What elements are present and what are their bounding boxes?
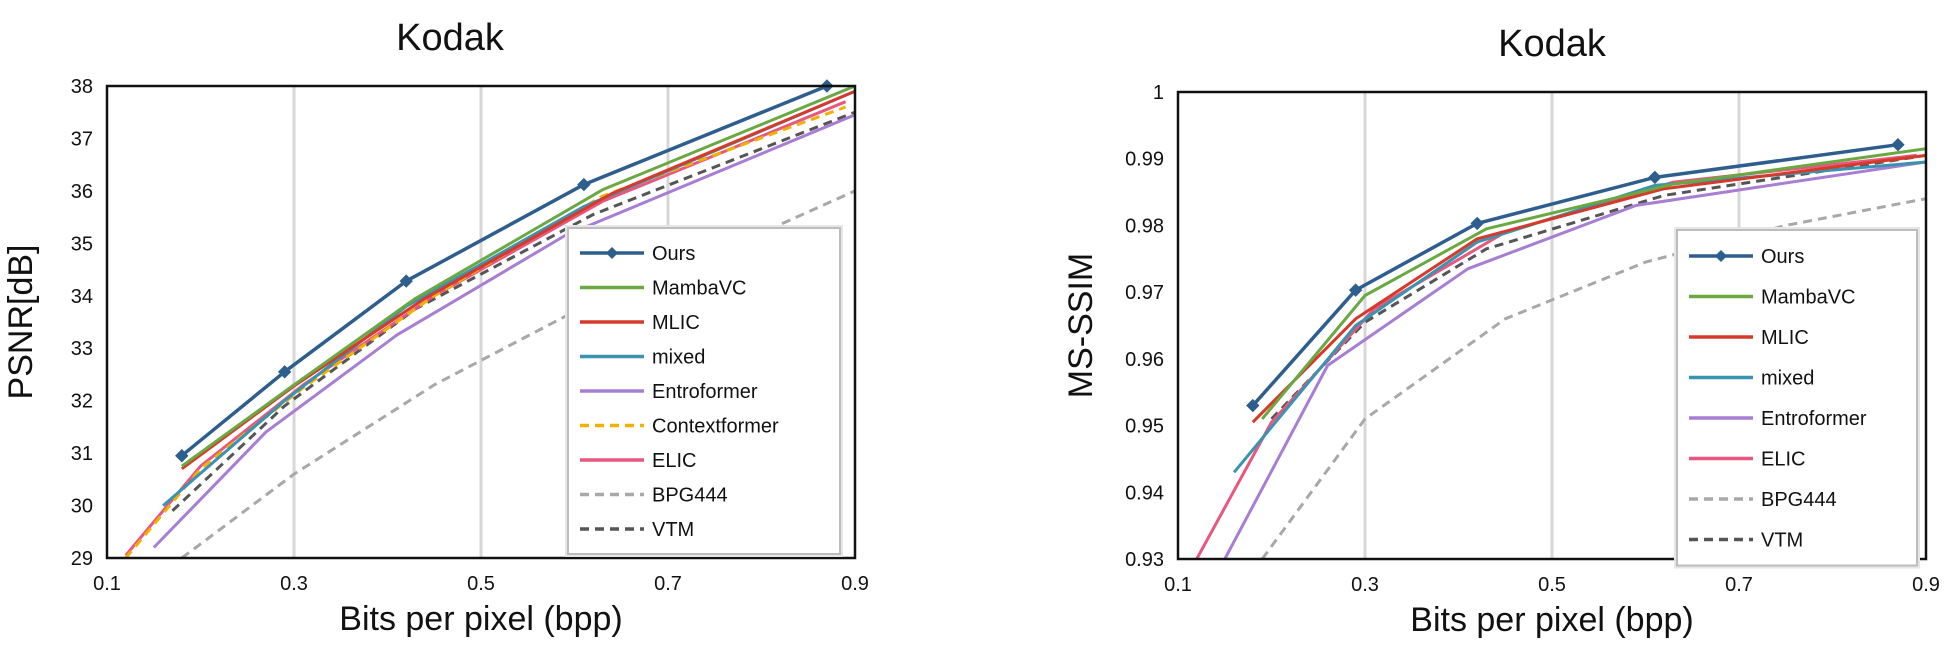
y-tick-label: 30 bbox=[71, 496, 93, 518]
y-tick-label: 0.99 bbox=[1125, 149, 1164, 171]
data-point-ours bbox=[1470, 216, 1484, 231]
y-tick-label: 0.94 bbox=[1125, 482, 1164, 504]
x-tick-label: 0.3 bbox=[280, 573, 308, 595]
y-tick-label: 37 bbox=[71, 128, 93, 150]
y-tick-label: 36 bbox=[71, 181, 93, 203]
legend-label: BPG444 bbox=[1761, 489, 1837, 511]
y-tick-label: 34 bbox=[71, 286, 93, 308]
data-point-ours bbox=[399, 274, 413, 288]
x-tick-label: 0.9 bbox=[841, 573, 869, 595]
series-line-mambavc bbox=[1261, 147, 1926, 420]
series-line-vtm bbox=[1270, 153, 1926, 420]
data-point-ours bbox=[1891, 137, 1905, 152]
y-axis-label: MS-SSIM bbox=[1062, 253, 1100, 398]
legend-label: Entroformer bbox=[652, 381, 758, 403]
series-line-bpg444 bbox=[1260, 197, 1926, 559]
series-group bbox=[1195, 142, 1926, 559]
legend-label: MambaVC bbox=[652, 278, 746, 300]
y-axis-label: PSNR[dB] bbox=[2, 245, 40, 400]
y-tick-label: 33 bbox=[71, 338, 93, 360]
legend: Ours MambaVC MLIC mixed Entroformer Contextfo… bbox=[565, 225, 843, 557]
legend-label: VTM bbox=[652, 519, 694, 541]
legend-label: BPG444 bbox=[652, 485, 728, 507]
legend-label: MLIC bbox=[652, 312, 700, 334]
y-tick-label: 1 bbox=[1153, 82, 1164, 104]
y-tick-label: 0.93 bbox=[1125, 549, 1164, 571]
series-line-mambavc bbox=[180, 86, 855, 468]
legend-label: MLIC bbox=[1761, 327, 1809, 349]
y-tick-label: 29 bbox=[71, 548, 93, 570]
legend-marker bbox=[606, 247, 618, 259]
series-line-elic bbox=[124, 100, 847, 557]
x-tick-label: 0.9 bbox=[1912, 574, 1940, 596]
x-tick-label: 0.7 bbox=[1725, 574, 1753, 596]
plot-frame bbox=[1176, 90, 1928, 561]
legend-marker bbox=[1715, 250, 1727, 262]
y-tick-label: 38 bbox=[71, 76, 93, 98]
chart-title: Kodak bbox=[396, 17, 505, 59]
y-tick-label: 31 bbox=[71, 443, 93, 465]
series-group bbox=[124, 86, 855, 558]
legend-label: ELIC bbox=[1761, 449, 1805, 471]
x-tick-label: 0.3 bbox=[1351, 574, 1379, 596]
series-line-entroformer bbox=[152, 113, 855, 549]
legend-label: MambaVC bbox=[1761, 287, 1855, 309]
data-point-ours bbox=[577, 177, 591, 192]
x-tick-label: 0.1 bbox=[1164, 574, 1192, 596]
x-tick-label: 0.5 bbox=[1538, 574, 1566, 596]
data-point-ours bbox=[1648, 170, 1662, 185]
y-tick-label: 0.97 bbox=[1125, 282, 1164, 304]
x-tick-label: 0.7 bbox=[654, 573, 682, 595]
chart-title: Kodak bbox=[1498, 23, 1607, 65]
series-line-entroformer bbox=[1223, 160, 1926, 559]
data-point-ours bbox=[175, 449, 189, 463]
plot-frame bbox=[105, 84, 857, 560]
psnr-chart: Kodak 29 30 31 32 33 34 35 36 37 38 0.1 0.3 0.5 0.7 0.9… bbox=[2, 17, 869, 638]
data-point-ours bbox=[1246, 398, 1260, 413]
data-point-ours bbox=[277, 365, 292, 379]
x-tick-label: 0.1 bbox=[93, 573, 121, 595]
x-axis-label: Bits per pixel (bpp) bbox=[1410, 601, 1693, 639]
data-point-ours bbox=[1348, 283, 1363, 297]
y-tick-label: 0.96 bbox=[1125, 349, 1164, 371]
x-axis-label: Bits per pixel (bpp) bbox=[339, 600, 622, 638]
y-tick-label: 0.98 bbox=[1125, 215, 1164, 237]
x-tick-label: 0.5 bbox=[467, 573, 495, 595]
y-tick-label: 0.95 bbox=[1125, 416, 1164, 438]
legend-label: ELIC bbox=[652, 450, 696, 472]
legend-box bbox=[1676, 229, 1918, 567]
y-tick-label: 35 bbox=[71, 233, 93, 255]
series-line-mlic bbox=[1251, 153, 1926, 424]
legend-label: mixed bbox=[1761, 368, 1814, 390]
legend-label: Entroformer bbox=[1761, 408, 1867, 430]
legend-label: Ours bbox=[1761, 246, 1804, 268]
legend-label: Contextformer bbox=[652, 416, 779, 438]
legend-label: mixed bbox=[652, 347, 705, 369]
legend-label: VTM bbox=[1761, 530, 1803, 552]
legend-label: Ours bbox=[652, 243, 695, 265]
ms-ssim-chart: Kodak 0.93 0.94 0.95 0.96 0.97 0.98 0.99 1 0.1 0.3… bbox=[1062, 23, 1940, 639]
y-tick-label: 32 bbox=[71, 391, 93, 413]
legend: Ours MambaVC MLIC mixed Entroformer ELIC BPG44… bbox=[1674, 227, 1920, 569]
